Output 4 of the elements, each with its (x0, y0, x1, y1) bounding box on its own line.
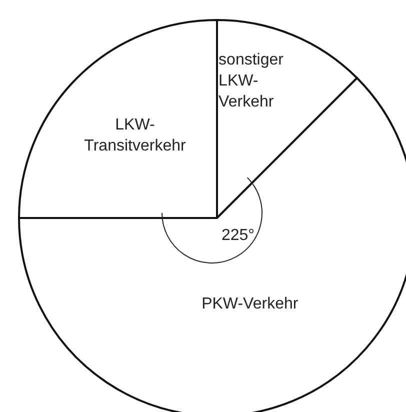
slice-label: sonstiger LKW-Verkehr (218, 52, 284, 111)
slice-label: LKW-Transitverkehr (84, 116, 186, 155)
text: 225° (221, 227, 255, 244)
slice-label: PKW-Verkehr (202, 296, 299, 313)
